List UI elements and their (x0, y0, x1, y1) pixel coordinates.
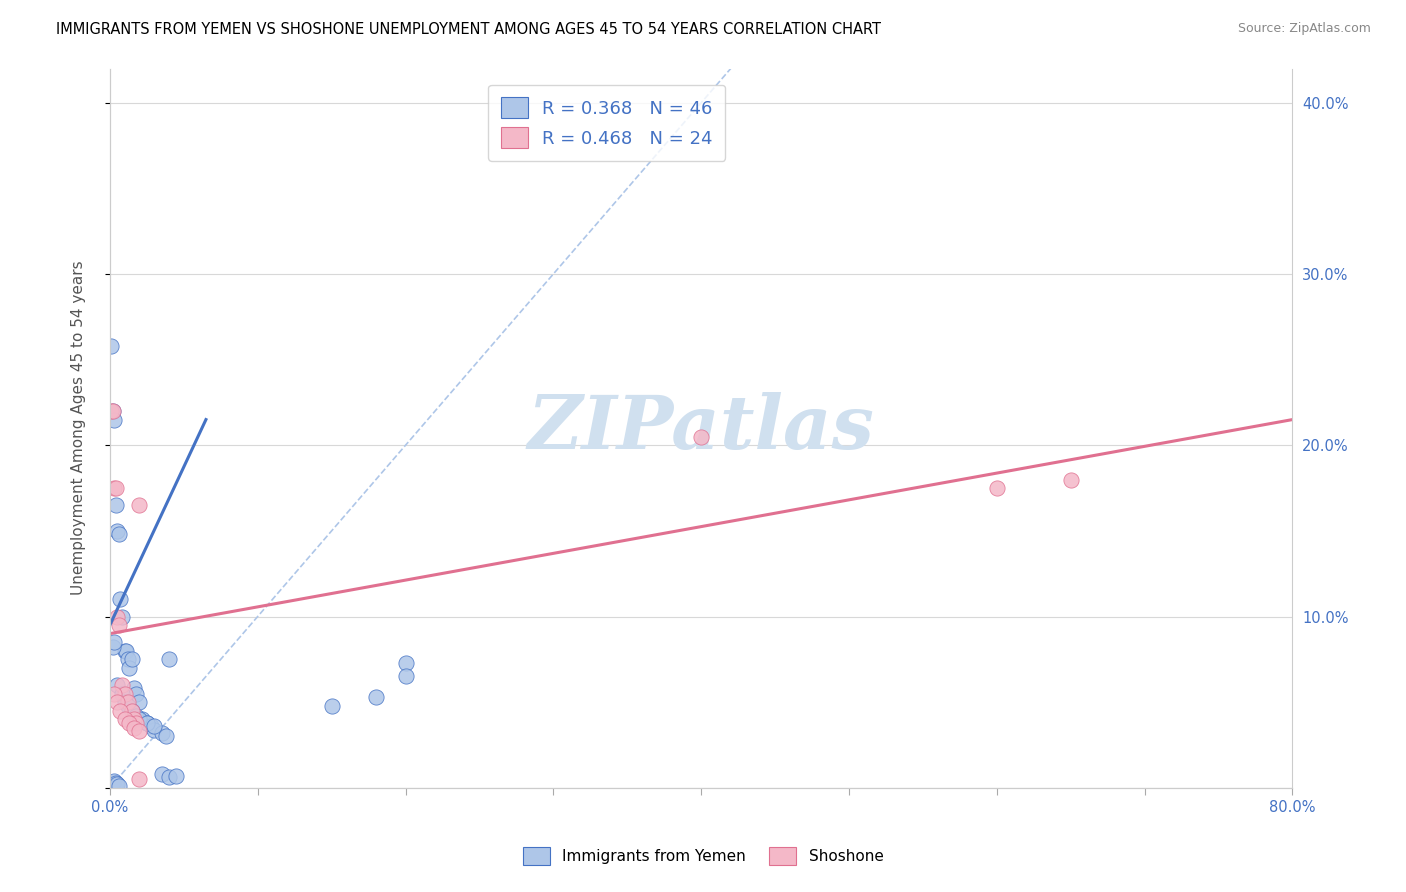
Point (117, 698, 139, 713)
Point (101, 404, 124, 418)
Point (157, 771, 180, 785)
Point (114, 644, 136, 658)
Point (690, 430, 713, 444)
Point (101, 775, 124, 789)
Point (128, 498, 150, 512)
Point (131, 712, 153, 726)
Point (117, 652, 139, 666)
Point (114, 712, 136, 726)
Point (105, 524, 128, 538)
Point (135, 715, 157, 730)
Point (108, 704, 131, 718)
Point (107, 618, 129, 632)
Point (141, 719, 163, 733)
Point (121, 652, 143, 666)
Point (118, 661, 141, 675)
Point (114, 687, 136, 701)
Point (111, 678, 134, 692)
Point (105, 777, 128, 791)
Point (103, 687, 125, 701)
Point (111, 609, 134, 624)
Point (394, 669, 416, 683)
Point (115, 644, 138, 658)
Point (165, 769, 187, 783)
Point (103, 412, 125, 426)
Point (1060, 473, 1083, 487)
Point (111, 687, 134, 701)
Point (103, 773, 125, 788)
Point (125, 687, 148, 701)
Point (157, 652, 180, 666)
Point (128, 724, 150, 739)
Point (118, 715, 141, 730)
Point (128, 712, 150, 726)
Point (107, 779, 129, 793)
Point (105, 609, 128, 624)
Point (104, 481, 127, 495)
Point (100, 404, 122, 418)
Point (105, 695, 128, 709)
Point (103, 635, 125, 649)
Point (155, 730, 177, 744)
Point (986, 481, 1008, 495)
Legend: Immigrants from Yemen, Shoshone: Immigrants from Yemen, Shoshone (516, 841, 890, 871)
Point (101, 640, 124, 655)
Point (125, 709, 148, 723)
Point (108, 592, 131, 607)
Point (150, 767, 173, 781)
Point (105, 678, 128, 692)
Point (135, 715, 157, 730)
Point (104, 498, 127, 512)
Point (107, 527, 129, 541)
Legend: R = 0.368   N = 46, R = 0.468   N = 24: R = 0.368 N = 46, R = 0.468 N = 24 (488, 85, 725, 161)
Point (104, 775, 127, 789)
Point (128, 695, 150, 709)
Y-axis label: Unemployment Among Ages 45 to 54 years: Unemployment Among Ages 45 to 54 years (72, 260, 86, 596)
Point (125, 715, 148, 730)
Point (114, 695, 136, 709)
Point (100, 339, 122, 353)
Point (143, 719, 166, 733)
Point (394, 656, 416, 670)
Text: ZIPatlas: ZIPatlas (527, 392, 875, 465)
Point (101, 404, 124, 418)
Text: IMMIGRANTS FROM YEMEN VS SHOSHONE UNEMPLOYMENT AMONG AGES 45 TO 54 YEARS CORRELA: IMMIGRANTS FROM YEMEN VS SHOSHONE UNEMPL… (56, 22, 882, 37)
Point (122, 712, 145, 726)
Point (117, 695, 139, 709)
Point (121, 704, 143, 718)
Point (122, 721, 145, 735)
Point (321, 698, 343, 713)
Point (121, 704, 143, 718)
Point (143, 723, 166, 737)
Text: Source: ZipAtlas.com: Source: ZipAtlas.com (1237, 22, 1371, 36)
Point (103, 481, 125, 495)
Point (150, 726, 173, 740)
Point (128, 772, 150, 787)
Point (122, 681, 145, 696)
Point (364, 690, 387, 704)
